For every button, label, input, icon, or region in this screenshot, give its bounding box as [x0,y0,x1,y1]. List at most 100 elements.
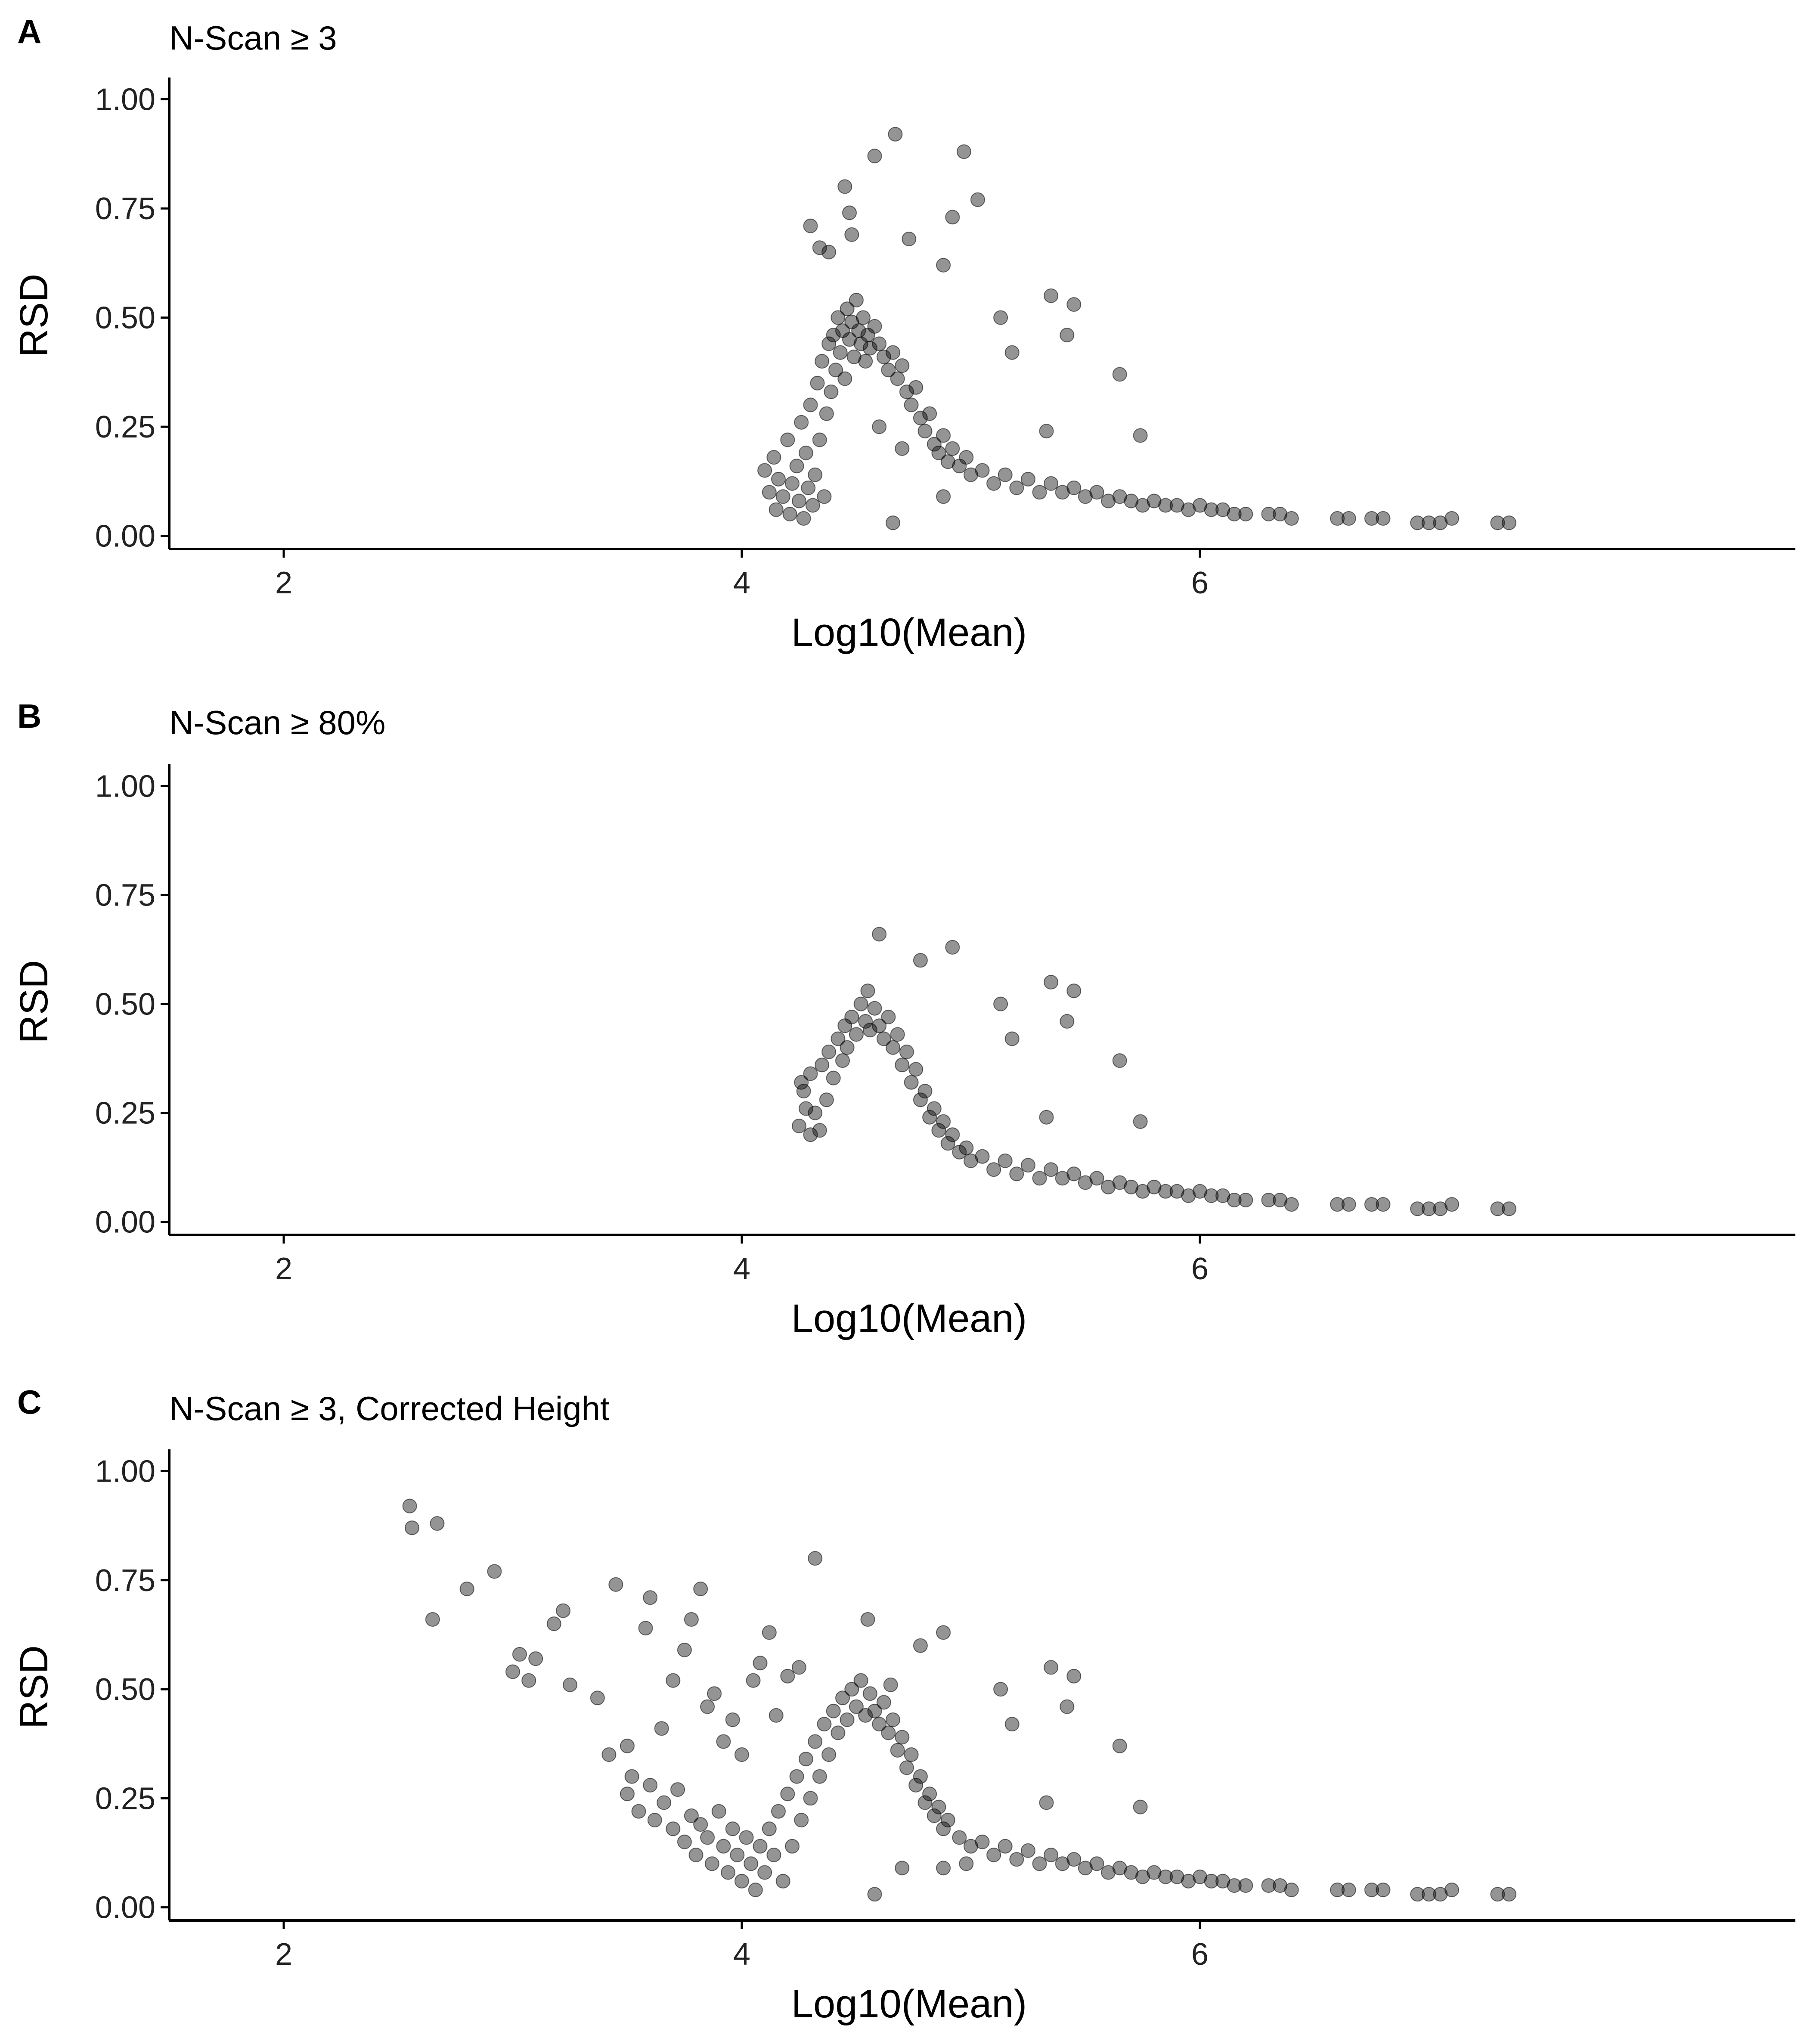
panel-c-point-43 [1044,1660,1059,1675]
panel-a-point-93 [1376,511,1391,526]
panel-c-point-103 [881,1725,896,1740]
panel-a-point-67 [1020,471,1035,487]
panel-a-point-111 [956,144,971,159]
panel-c-point-137 [1181,1873,1196,1889]
panel-b-point-89 [798,1101,813,1116]
panel-c-point-107 [899,1760,914,1775]
panel-a-point-123 [895,441,910,456]
panel-a-point-87 [1261,506,1276,521]
panel-a-x-tick-label: 4 [733,566,750,600]
panel-a-point-82 [1192,498,1207,513]
panel-a-point-70 [1055,485,1070,500]
panel-b-point-70 [1376,1197,1391,1212]
panel-b-point-67 [1330,1197,1345,1212]
panel-b-point-80 [993,996,1008,1011]
panel-b-point-21 [876,1031,891,1046]
panel-a-point-2 [766,450,781,465]
panel-a-point-114 [1004,345,1020,360]
panel-c-point-100 [867,1703,882,1718]
panel-a-point-91 [1341,511,1356,526]
panel-b-point-36 [945,1127,960,1142]
panel-b-x-tick-label: 4 [733,1252,750,1286]
panel-b-x-tick-label: 2 [275,1252,292,1286]
panel-b-point-16 [858,1014,873,1029]
panel-c-point-113 [927,1808,942,1823]
panel-b-point-90 [794,1075,809,1090]
panel-a-point-20 [815,354,830,369]
panel-b-point-27 [904,1075,919,1090]
panel-b-point-43 [1009,1166,1024,1182]
panel-c-point-93 [835,1690,850,1706]
panel-b-point-55 [1147,1179,1162,1194]
panel-b-point-64 [1261,1193,1276,1207]
panel-a-point-51 [908,380,924,395]
panel-c-point-55 [643,1777,658,1793]
panel-b-point-61 [1215,1188,1230,1203]
panel-a-point-96 [1433,515,1448,530]
panel-c-point-37 [860,1612,875,1627]
panel-c-point-143 [1261,1878,1276,1893]
panel-c-point-78 [766,1848,781,1862]
panel-c-point-90 [821,1747,837,1762]
panel-c-points [402,1498,1516,1902]
panel-b-y-tick-label: 0.00 [95,1205,155,1240]
panel-a-point-53 [917,424,933,439]
panel-c-point-120 [986,1848,1001,1862]
panel-b-point-60 [1204,1188,1219,1203]
panel-b-point-53 [1124,1179,1139,1194]
panel-b-point-63 [1238,1193,1253,1207]
panel-b-point-73 [1433,1201,1448,1216]
panel-a-point-62 [963,467,978,482]
panel-c-point-49 [867,1887,882,1902]
panel-c-x-axis-label: Log10(Mean) [791,1982,1027,2026]
panel-c-point-95 [844,1682,859,1697]
panel-c-point-146 [1330,1883,1345,1898]
panel-b-point-14 [849,1027,864,1042]
panel-b-point-44 [1020,1158,1035,1173]
panel-c-point-54 [631,1804,646,1819]
panel-a-point-90 [1330,511,1345,526]
panel-b-point-87 [1039,1110,1054,1125]
panel-b-point-18 [862,1023,877,1038]
panel-c-point-70 [730,1848,745,1862]
panel-c-point-110 [913,1769,928,1784]
panel-b-point-88 [803,1127,818,1142]
panel-c-point-33 [769,1708,784,1723]
panel-a-y-tick-label: 1.00 [95,83,155,117]
panel-b-point-46 [1044,1162,1059,1177]
panel-b-point-48 [1066,1166,1082,1182]
panel-b-point-41 [986,1162,1001,1177]
panel-c-point-101 [872,1717,887,1732]
panel-c-point-27 [716,1734,731,1749]
panel-c-point-60 [677,1834,692,1849]
panel-a-point-56 [931,445,946,460]
panel-c-point-144 [1273,1878,1288,1893]
panel-c-point-18 [638,1621,653,1636]
panel-b-point-82 [1044,975,1059,989]
panel-a-point-61 [959,450,974,465]
panel-c-point-32 [762,1625,777,1640]
panel-c-point-15 [608,1577,623,1592]
panel-a-point-88 [1273,506,1288,521]
panel-b-point-49 [1078,1175,1093,1190]
panel-a-point-6 [780,432,795,447]
panel-a-point-48 [895,358,910,373]
panel-b-point-38 [959,1140,974,1155]
panel-a-point-22 [819,406,834,421]
panel-a: A N-Scan ≥ 3 0.00 0.25 0.50 0.75 1.00 2 4 6 Log1… [12,12,1795,654]
panel-a-point-116 [1060,328,1075,343]
panel-b-y-tick-label: 0.75 [95,878,155,913]
panel-b-point-52 [1112,1175,1127,1190]
panel-c-point-26 [707,1686,722,1701]
panel-a-point-107 [888,127,903,142]
panel-c-point-29 [734,1747,749,1762]
panel-a-point-69 [1044,476,1059,491]
panel-a-point-52 [913,410,928,425]
panel-c-point-132 [1124,1865,1139,1880]
panel-b-point-19 [867,1001,882,1016]
panel-c-point-2 [430,1516,445,1531]
panel-c-point-11 [556,1603,570,1618]
panel-a-point-50 [904,397,919,413]
panel-c-point-108 [904,1747,919,1762]
